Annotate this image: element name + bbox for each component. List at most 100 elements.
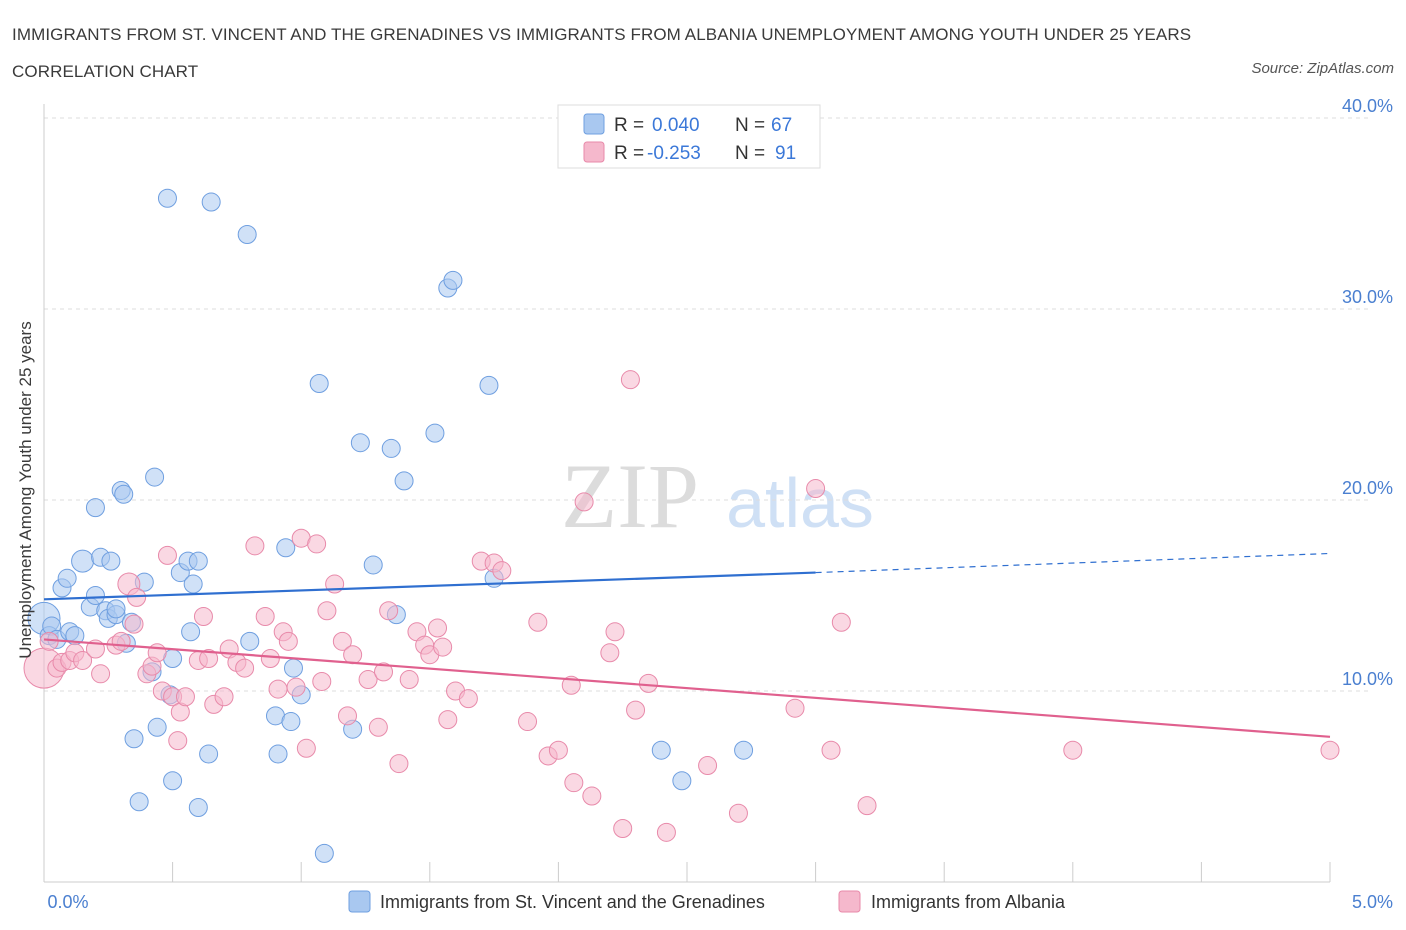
point-st-vincent (188, 798, 208, 818)
legend-r-value: 0.040 (652, 115, 700, 136)
point-albania (656, 822, 676, 842)
point-albania (379, 601, 399, 621)
point-albania (260, 649, 280, 669)
point-st-vincent (381, 438, 401, 458)
source-label: Source: ZipAtlas.com (1251, 60, 1394, 77)
tick-labels: 10.0% 20.0% 30.0% 40.0% 0.0% 5.0% (47, 96, 1393, 912)
point-st-vincent (129, 792, 149, 812)
point-st-vincent (157, 188, 177, 208)
point-albania (620, 370, 640, 390)
point-albania (698, 755, 718, 775)
point-albania (605, 622, 625, 642)
point-st-vincent (268, 744, 288, 764)
bottom-legend-swatch-blue (348, 890, 371, 913)
axes (43, 104, 1331, 883)
point-st-vincent (276, 538, 296, 558)
x-tick-label: 5.0% (1352, 892, 1393, 912)
point-albania (399, 670, 419, 690)
trend-lines (43, 552, 1331, 738)
legend-n-value: 91 (775, 143, 796, 164)
point-albania (255, 607, 275, 627)
y-tick-label: 30.0% (1342, 287, 1393, 307)
point-albania (600, 643, 620, 663)
point-albania (831, 612, 851, 632)
point-albania (613, 819, 633, 839)
point-st-vincent (199, 744, 219, 764)
point-albania (268, 679, 288, 699)
x-tick-label: 0.0% (47, 892, 88, 912)
point-st-vincent (309, 373, 329, 393)
point-albania (626, 700, 646, 720)
bottom-legend-swatch-pink (838, 890, 861, 913)
point-st-vincent (394, 471, 414, 491)
point-st-vincent (188, 551, 208, 571)
point-st-vincent (163, 771, 183, 791)
point-albania (433, 637, 453, 657)
point-albania (337, 706, 357, 726)
point-albania (214, 687, 234, 707)
legend-swatch-blue (583, 113, 605, 135)
point-st-vincent (85, 498, 105, 518)
point-st-vincent (85, 586, 105, 605)
legend-box: R = 0.040 N = 67 R = -0.253 N = 91 (557, 104, 821, 169)
legend-swatch-pink (583, 141, 605, 163)
point-albania (374, 662, 394, 682)
point-st-vincent (283, 658, 303, 678)
point-st-vincent (106, 599, 126, 619)
point-albania (574, 492, 594, 512)
point-st-vincent (240, 631, 260, 651)
legend-r-value: -0.253 (647, 143, 701, 164)
point-albania (528, 612, 548, 632)
point-albania (638, 673, 658, 693)
legend-r-label: R = (614, 143, 644, 164)
point-albania (157, 545, 177, 565)
point-albania (124, 614, 144, 634)
point-albania (312, 671, 332, 691)
point-st-vincent (443, 270, 463, 290)
point-albania (389, 754, 409, 774)
point-albania (1063, 740, 1083, 760)
point-albania (821, 740, 841, 760)
point-albania (492, 561, 512, 581)
point-albania (245, 536, 265, 556)
point-st-vincent (314, 843, 334, 863)
point-st-vincent (479, 375, 499, 395)
y-tick-label: 20.0% (1342, 478, 1393, 498)
point-albania (317, 601, 337, 621)
point-albania (438, 710, 458, 730)
point-st-vincent (237, 225, 257, 245)
point-albania (296, 738, 316, 758)
point-albania (358, 670, 378, 690)
point-albania (235, 658, 255, 678)
legend-n-label: N = (735, 143, 765, 164)
point-albania (548, 740, 568, 760)
point-albania (1320, 740, 1340, 760)
point-albania (286, 677, 306, 697)
point-st-vincent (181, 622, 201, 642)
point-albania (73, 650, 93, 670)
point-st-vincent (734, 740, 754, 760)
grid-lines (44, 117, 1370, 692)
point-st-vincent (57, 568, 77, 588)
point-st-vincent (71, 549, 95, 573)
point-albania (199, 649, 219, 669)
point-albania (193, 607, 213, 627)
point-st-vincent (145, 467, 165, 487)
point-st-vincent (350, 433, 370, 453)
point-st-vincent (651, 740, 671, 760)
point-albania (307, 534, 327, 554)
legend-r-label: R = (614, 115, 644, 136)
point-albania (728, 803, 748, 823)
y-axis-label: Unemployment Among Youth under 25 years (16, 321, 35, 658)
point-st-vincent (281, 712, 301, 732)
point-st-vincent (425, 423, 445, 443)
point-st-vincent (101, 551, 121, 571)
legend-n-label: N = (735, 115, 765, 136)
watermark-atlas: atlas (726, 464, 874, 542)
point-albania (428, 618, 448, 638)
trend-line-albania (43, 638, 1331, 738)
legend-n-value: 67 (771, 115, 792, 136)
bottom-legend-series-1: Immigrants from St. Vincent and the Gren… (380, 892, 765, 912)
point-st-vincent (183, 574, 203, 594)
